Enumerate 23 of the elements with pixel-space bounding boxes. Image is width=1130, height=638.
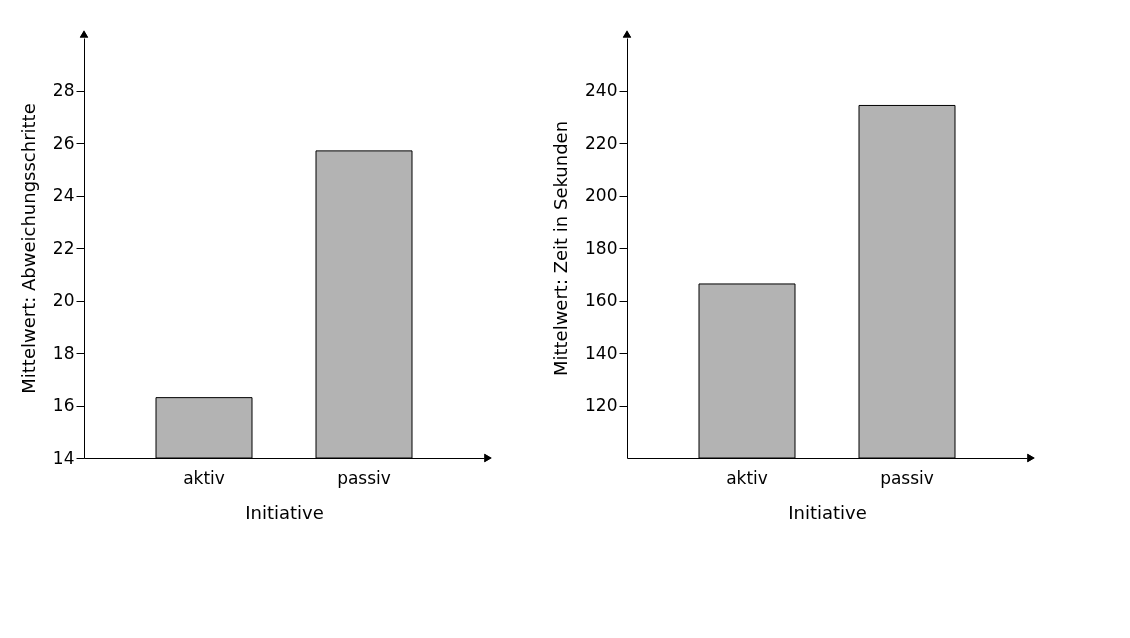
y-tick-label: 120 <box>585 395 618 415</box>
y-tick-label: 14 <box>52 447 75 468</box>
y-tick-label: 140 <box>585 342 618 363</box>
x-tick-label: aktiv <box>726 467 768 488</box>
y-tick-label: 26 <box>52 132 75 153</box>
y-tick-label: 18 <box>52 342 75 363</box>
y-axis-title: Mittelwert: Abweichungsschritte <box>17 103 39 394</box>
y-tick-label: 20 <box>52 290 75 310</box>
x-axis-title: Initiative <box>788 501 867 523</box>
x-tick-label: aktiv <box>183 467 225 488</box>
y-tick-label: 24 <box>52 185 75 205</box>
y-tick-label: 240 <box>585 80 618 100</box>
x-tick-label: passiv <box>880 467 934 488</box>
y-tick-label: 220 <box>585 132 618 153</box>
y-tick-label: 22 <box>52 237 75 258</box>
y-tick-label: 160 <box>585 290 618 310</box>
x-tick-label: passiv <box>337 467 391 488</box>
y-tick-label: 16 <box>52 395 75 415</box>
y-axis-title: Mittelwert: Zeit in Sekunden <box>550 120 572 377</box>
y-tick-label: 28 <box>52 80 75 100</box>
y-tick-label: 180 <box>585 237 618 258</box>
y-tick-label: 200 <box>585 185 618 205</box>
x-axis-title: Initiative <box>245 501 324 523</box>
